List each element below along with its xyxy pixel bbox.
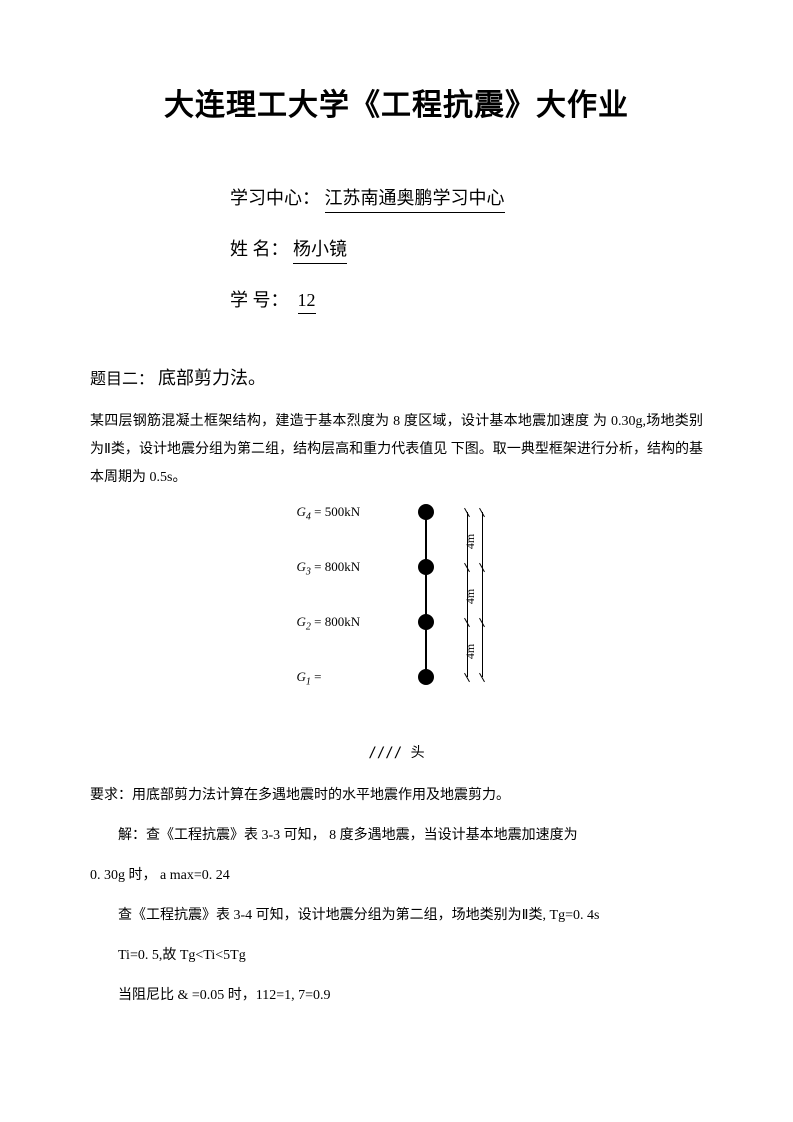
- solution-line3: 查《工程抗震》表 3-4 可知，设计地震分组为第二组，场地类别为Ⅱ类, Tg=0…: [90, 902, 703, 930]
- solution-line4: Ti=0. 5,故 Tg<Ti<5Tg: [90, 942, 703, 970]
- load-label: G1 =: [297, 669, 322, 688]
- section-title: 底部剪力法。: [158, 368, 266, 388]
- id-row: 学 号： 12: [230, 286, 703, 314]
- center-row: 学习中心： 江苏南通奥鹏学习中心: [230, 184, 703, 213]
- diagram-stem: [425, 512, 427, 677]
- structure-diagram: G4 = 500kN G3 = 800kN G2 = 800kN G1 = 4m 4m 4m: [257, 504, 537, 734]
- mass-node: [418, 559, 434, 575]
- name-label: 姓 名：: [230, 235, 289, 261]
- center-label: 学习中心：: [230, 184, 320, 210]
- solution-line1: 解：查《工程抗震》表 3-3 可知， 8 度多遇地震，当设计基本地震加速度为: [90, 822, 703, 850]
- load-label: G2 = 800kN: [297, 614, 361, 633]
- requirement-text: 要求：用底部剪力法计算在多遇地震时的水平地震作用及地震剪力。: [90, 782, 703, 810]
- id-label: 学 号：: [230, 286, 289, 312]
- page-title: 大连理工大学《工程抗震》大作业: [90, 80, 703, 124]
- section-label: 题目二：: [90, 371, 154, 388]
- section-heading: 题目二： 底部剪力法。: [90, 364, 703, 390]
- load-label: G3 = 800kN: [297, 559, 361, 578]
- info-block: 学习中心： 江苏南通奥鹏学习中心 姓 名： 杨小镜 学 号： 12: [230, 184, 703, 314]
- solution-line2: 0. 30g 时， a max=0. 24: [90, 862, 703, 890]
- mass-node: [418, 504, 434, 520]
- solution-line5: 当阻尼比 & =0.05 时，112=1, 7=0.9: [90, 982, 703, 1010]
- mass-node: [418, 614, 434, 630]
- height-label: 4m: [463, 588, 478, 603]
- load-label: G4 = 500kN: [297, 504, 361, 523]
- name-value: 杨小镜: [293, 235, 347, 264]
- ground-hatch: //// 头: [90, 742, 703, 762]
- problem-text: 某四层钢筋混凝土框架结构，建造于基本烈度为 8 度区域，设计基本地震加速度 为 …: [90, 408, 703, 492]
- name-row: 姓 名： 杨小镜: [230, 235, 703, 264]
- height-label: 4m: [463, 643, 478, 658]
- id-value: 12: [298, 290, 316, 314]
- dimension-line: [482, 512, 483, 677]
- height-label: 4m: [463, 533, 478, 548]
- mass-node: [418, 669, 434, 685]
- center-value: 江苏南通奥鹏学习中心: [325, 184, 505, 213]
